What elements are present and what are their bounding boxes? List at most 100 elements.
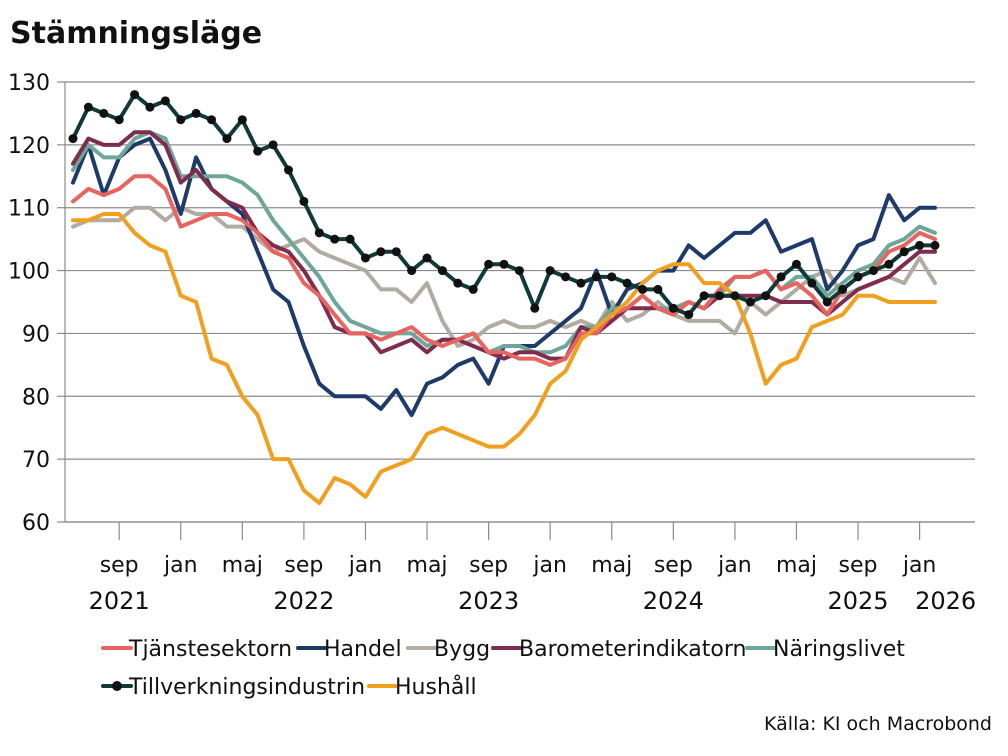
legend-label: Handel <box>324 637 402 662</box>
x-tick-label: jan <box>163 553 198 578</box>
data-point <box>545 266 555 276</box>
legend: Tjänstesektorn Handel Bygg Barometerindikat… <box>101 637 905 700</box>
x-tick-label: maj <box>776 553 817 578</box>
legend-marker <box>112 681 122 691</box>
data-point <box>561 272 571 282</box>
x-tick-label: maj <box>407 553 448 578</box>
data-point <box>253 146 263 156</box>
y-tick-label: 90 <box>22 322 50 347</box>
data-point <box>314 228 324 238</box>
data-point <box>437 266 447 276</box>
data-point <box>468 284 478 294</box>
data-point <box>176 115 186 125</box>
data-point <box>222 134 232 144</box>
data-point <box>591 272 601 282</box>
x-tick-label: jan <box>348 553 383 578</box>
legend-label: Tjänstesektorn <box>128 637 292 662</box>
data-point <box>838 284 848 294</box>
data-point <box>653 284 663 294</box>
series-line-barometerindikatorn <box>71 130 937 361</box>
year-label: 2023 <box>458 587 519 615</box>
data-point <box>684 310 694 320</box>
data-point <box>915 240 925 250</box>
data-point <box>284 165 293 175</box>
data-point <box>484 259 494 269</box>
data-point <box>422 253 432 263</box>
data-point <box>391 247 401 257</box>
data-point <box>607 272 617 282</box>
y-tick-label: 130 <box>8 71 50 96</box>
data-point <box>514 266 524 276</box>
chart-title: Stämningsläge <box>10 16 262 51</box>
y-axis: 60 70 80 90 100 110 120 130 <box>8 71 66 536</box>
data-point <box>745 297 755 307</box>
data-point <box>715 291 724 301</box>
year-label: 2026 <box>915 587 976 615</box>
y-tick-label: 120 <box>8 134 50 159</box>
data-point <box>160 96 170 106</box>
data-point <box>730 291 740 301</box>
legend-label: Hushåll <box>395 674 477 700</box>
year-label: 2021 <box>89 587 150 615</box>
data-point <box>207 115 217 125</box>
data-point <box>360 253 370 263</box>
data-point <box>899 247 909 257</box>
data-point <box>930 240 940 250</box>
data-point <box>868 266 878 276</box>
data-point <box>807 278 817 288</box>
data-point <box>453 278 463 288</box>
data-point <box>268 140 278 150</box>
series-lines <box>68 90 940 506</box>
source-note: Källa: KI och Macrobond <box>764 713 992 735</box>
year-label: 2024 <box>643 587 704 615</box>
series-line-hush-ll <box>71 212 937 506</box>
gridlines <box>65 81 975 523</box>
data-point <box>499 259 509 269</box>
data-point <box>237 115 247 125</box>
data-point <box>884 259 894 269</box>
legend-label: Näringslivet <box>773 637 905 662</box>
x-tick-label: jan <box>717 553 752 578</box>
y-tick-label: 100 <box>8 260 50 285</box>
y-tick-label: 110 <box>8 197 50 222</box>
data-point <box>576 278 586 288</box>
data-point <box>622 278 632 288</box>
data-point <box>299 196 309 206</box>
data-point <box>668 303 678 313</box>
data-point <box>530 303 540 313</box>
data-point <box>776 272 786 282</box>
x-tick-label: sep <box>839 553 878 578</box>
data-point <box>407 266 417 276</box>
data-point <box>791 259 801 269</box>
y-tick-label: 60 <box>22 511 50 536</box>
x-tick-label: jan <box>902 553 937 578</box>
data-point <box>130 90 140 100</box>
data-point <box>330 234 340 244</box>
data-point <box>853 272 863 282</box>
x-tick-label: sep <box>469 553 508 578</box>
data-point <box>345 234 355 244</box>
data-point <box>761 291 771 301</box>
series-line-tj-nstesektorn <box>71 174 937 367</box>
data-point <box>114 115 124 125</box>
data-point <box>638 284 648 294</box>
legend-label: Barometerindikatorn <box>519 637 746 662</box>
data-point <box>822 297 832 307</box>
x-tick-label: maj <box>222 553 263 578</box>
year-label: 2025 <box>827 587 888 615</box>
series-line-bygg <box>71 205 937 348</box>
x-tick-label: sep <box>654 553 693 578</box>
x-tick-label: jan <box>532 553 567 578</box>
x-tick-label: sep <box>100 553 139 578</box>
year-label: 2022 <box>273 587 334 615</box>
x-tick-label: sep <box>284 553 323 578</box>
data-point <box>699 291 709 301</box>
data-point <box>99 108 109 118</box>
y-tick-label: 80 <box>22 385 50 410</box>
data-point <box>376 247 386 257</box>
legend-label: Bygg <box>434 637 490 662</box>
data-point <box>191 108 201 118</box>
legend-label: Tillverkningsindustrin <box>128 675 365 700</box>
